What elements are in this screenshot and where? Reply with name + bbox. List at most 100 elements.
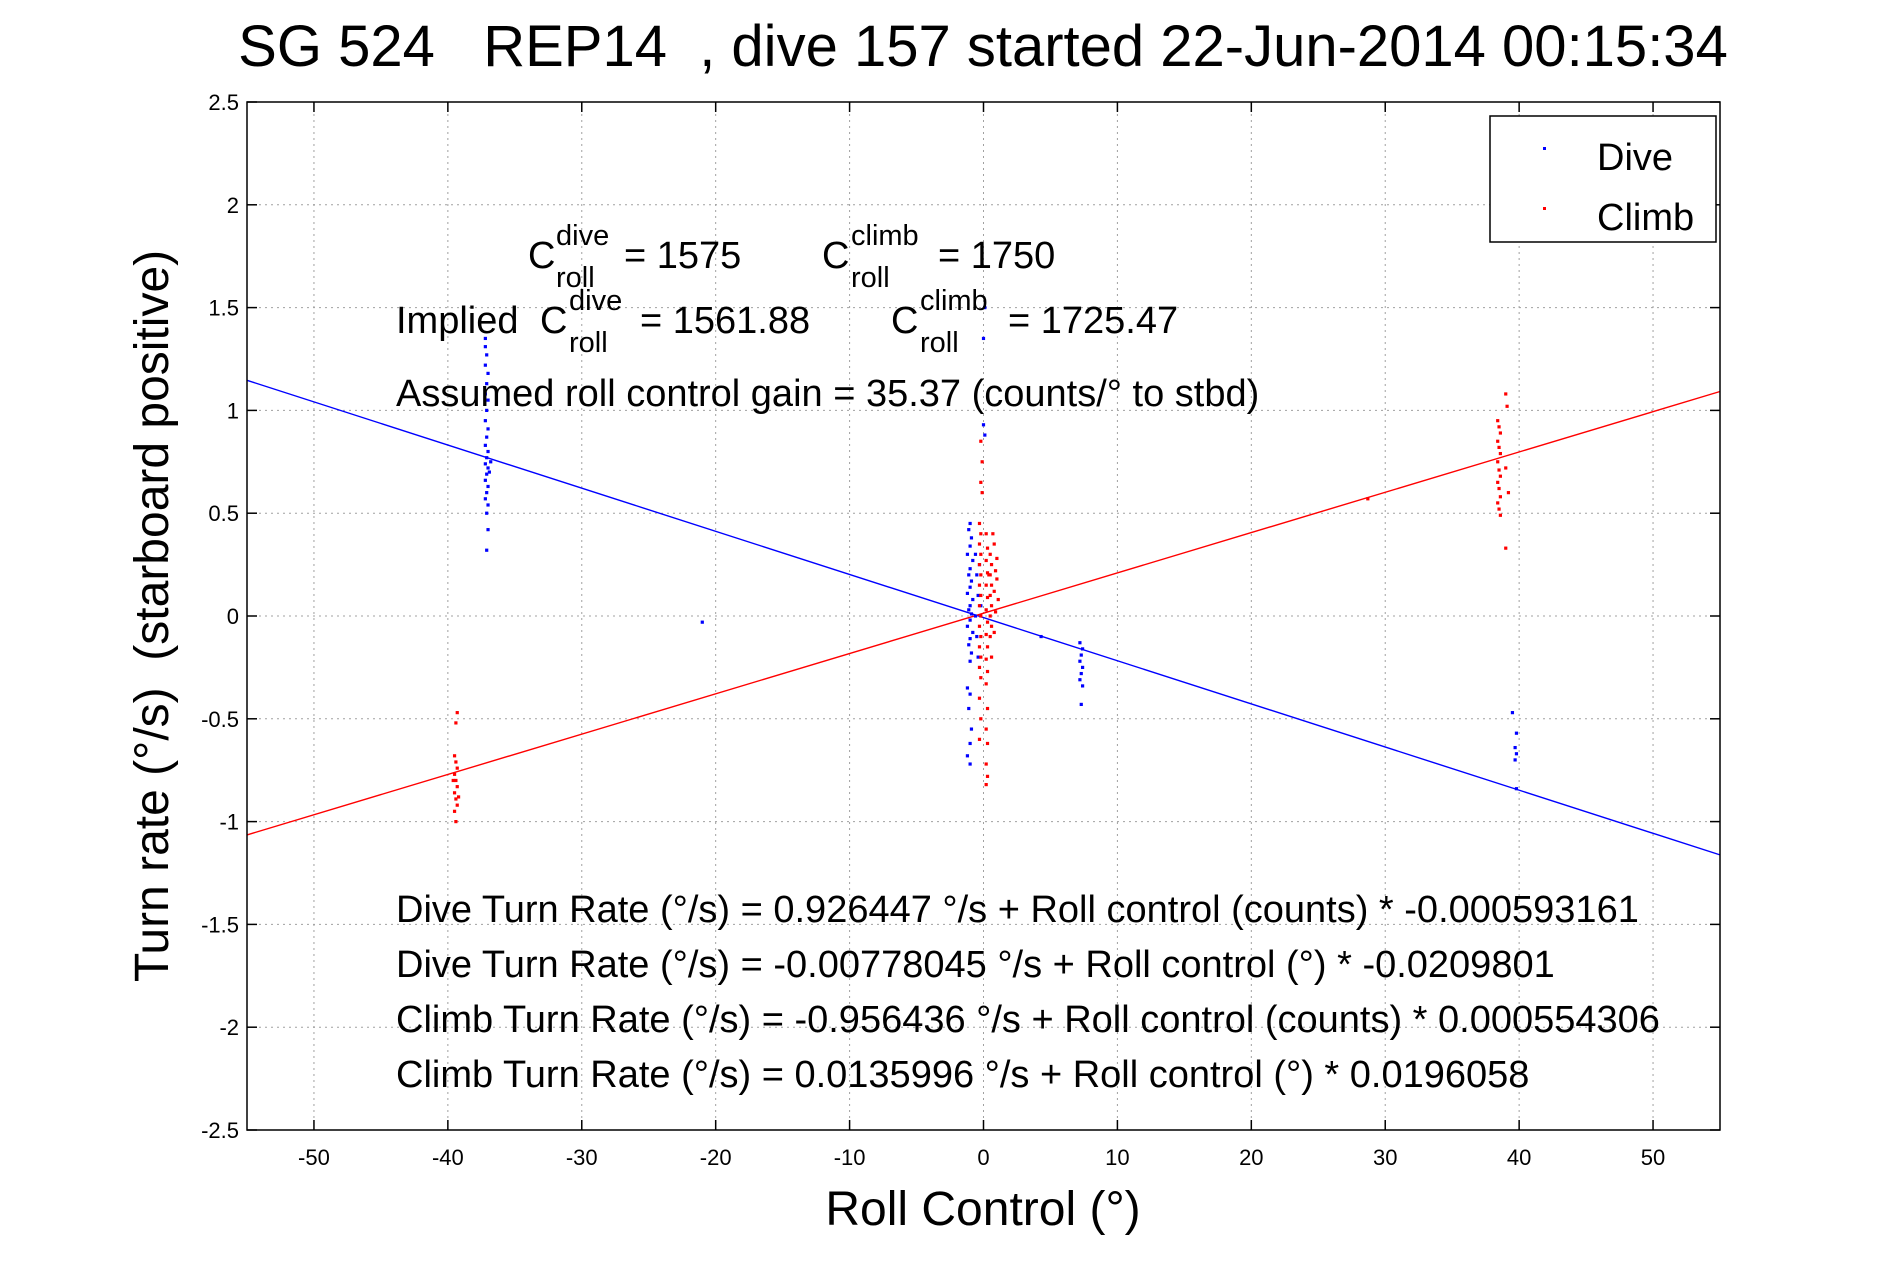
climb-point bbox=[456, 795, 461, 799]
data-points bbox=[451, 306, 1519, 824]
dive-point bbox=[485, 382, 489, 386]
c-climb-base: C bbox=[822, 235, 849, 277]
climb-point bbox=[977, 624, 982, 628]
dive-point bbox=[483, 478, 487, 482]
climb-point bbox=[980, 491, 984, 495]
implied-climb-value: = 1725.47 bbox=[1008, 300, 1178, 342]
dive-point bbox=[976, 593, 980, 598]
climb-point bbox=[985, 645, 990, 649]
dive-point bbox=[981, 336, 986, 341]
climb-point bbox=[984, 762, 988, 766]
dive-point bbox=[486, 427, 490, 431]
dive-point bbox=[486, 484, 490, 489]
dive-point bbox=[483, 443, 487, 447]
climb-point bbox=[985, 620, 990, 624]
implied-climb-sup: climb bbox=[920, 285, 988, 317]
climb-point bbox=[984, 558, 988, 563]
dive-point bbox=[971, 597, 975, 602]
climb-point bbox=[989, 624, 994, 628]
dive-point bbox=[973, 614, 978, 618]
climb-point bbox=[977, 583, 982, 587]
climb-point bbox=[1504, 466, 1508, 470]
climb-point bbox=[977, 665, 982, 669]
dive-point bbox=[1513, 758, 1517, 762]
climb-point bbox=[1498, 474, 1502, 478]
dive-point bbox=[968, 585, 972, 589]
dive-point bbox=[969, 727, 974, 731]
climb-point bbox=[979, 480, 983, 484]
climb-point bbox=[1366, 497, 1370, 501]
dive-point bbox=[1514, 787, 1519, 791]
dive-point bbox=[968, 567, 972, 571]
dive-point bbox=[485, 472, 489, 476]
climb-point bbox=[454, 797, 458, 801]
climb-point bbox=[977, 563, 982, 567]
x-tick-label: 0 bbox=[977, 1145, 989, 1170]
climb-point bbox=[988, 634, 992, 639]
legend-climb-marker bbox=[1543, 207, 1546, 210]
climb-point bbox=[1497, 486, 1501, 491]
climb-regression-line bbox=[246, 390, 1721, 836]
legend-box bbox=[1489, 115, 1717, 243]
climb-point bbox=[996, 597, 1000, 602]
y-tick-label: 2 bbox=[227, 193, 239, 218]
x-tick-label: -10 bbox=[834, 1145, 866, 1170]
climb-point bbox=[989, 655, 994, 659]
climb-point bbox=[984, 532, 988, 536]
climb-point bbox=[979, 439, 983, 443]
dive-point bbox=[486, 371, 490, 375]
climb-point bbox=[977, 521, 982, 526]
c-dive-sup: dive bbox=[556, 220, 609, 252]
legend-climb-label: Climb bbox=[1597, 197, 1694, 239]
regression-lines bbox=[246, 379, 1721, 856]
x-axis-label: Roll Control (°) bbox=[825, 1183, 1140, 1236]
climb-point bbox=[984, 632, 988, 637]
climb-point bbox=[451, 778, 455, 783]
dive-point bbox=[1079, 653, 1083, 657]
climb-point bbox=[452, 791, 457, 795]
annotation-c-dive: C dive roll = 1575 bbox=[528, 220, 741, 294]
climb-point bbox=[452, 809, 457, 813]
dive-point bbox=[968, 692, 972, 696]
dive-point bbox=[981, 423, 986, 427]
dive-point bbox=[1078, 659, 1082, 663]
climb-point bbox=[985, 774, 990, 778]
dive-point bbox=[969, 651, 974, 655]
climb-point bbox=[1496, 439, 1500, 443]
dive-point bbox=[486, 528, 490, 532]
climb-point bbox=[995, 577, 999, 581]
climb-point bbox=[988, 593, 992, 598]
annotation-eq2: Dive Turn Rate (°/s) = -0.00778045 °/s +… bbox=[396, 944, 1555, 986]
annotation-gain: Assumed roll control gain = 35.37 (count… bbox=[396, 373, 1259, 415]
climb-point bbox=[995, 556, 999, 561]
y-tick-label: 0.5 bbox=[208, 501, 239, 526]
annotation-c-climb: C climb roll = 1750 bbox=[822, 220, 1055, 294]
dive-point bbox=[486, 398, 490, 402]
climb-point bbox=[455, 803, 459, 807]
climb-point bbox=[452, 772, 457, 776]
x-tick-label: -20 bbox=[700, 1145, 732, 1170]
dive-point bbox=[486, 449, 490, 454]
dive-point bbox=[1513, 745, 1517, 750]
climb-point bbox=[979, 573, 983, 577]
annotation-eq3: Climb Turn Rate (°/s) = -0.956436 °/s + … bbox=[396, 999, 1660, 1041]
dive-point bbox=[485, 408, 489, 412]
dive-point bbox=[968, 741, 972, 746]
implied-climb-base: C bbox=[891, 300, 918, 342]
annotation-implied: Implied C dive roll = 1561.88 C climb ro… bbox=[396, 285, 1178, 359]
climb-point bbox=[1497, 468, 1501, 472]
legend: Dive Climb bbox=[1489, 115, 1717, 243]
dive-point bbox=[969, 612, 974, 616]
y-tick-label: -0.5 bbox=[201, 707, 239, 732]
implied-climb-sub: roll bbox=[920, 327, 959, 359]
climb-point bbox=[1496, 460, 1500, 464]
x-tick-label: 10 bbox=[1105, 1145, 1129, 1170]
climb-point bbox=[984, 727, 988, 731]
climb-point bbox=[455, 766, 459, 770]
climb-point bbox=[1505, 404, 1509, 408]
climb-point bbox=[1498, 451, 1502, 456]
dive-point bbox=[1510, 711, 1515, 715]
climb-point bbox=[977, 696, 982, 700]
climb-point bbox=[979, 552, 983, 556]
climb-point bbox=[455, 785, 459, 789]
